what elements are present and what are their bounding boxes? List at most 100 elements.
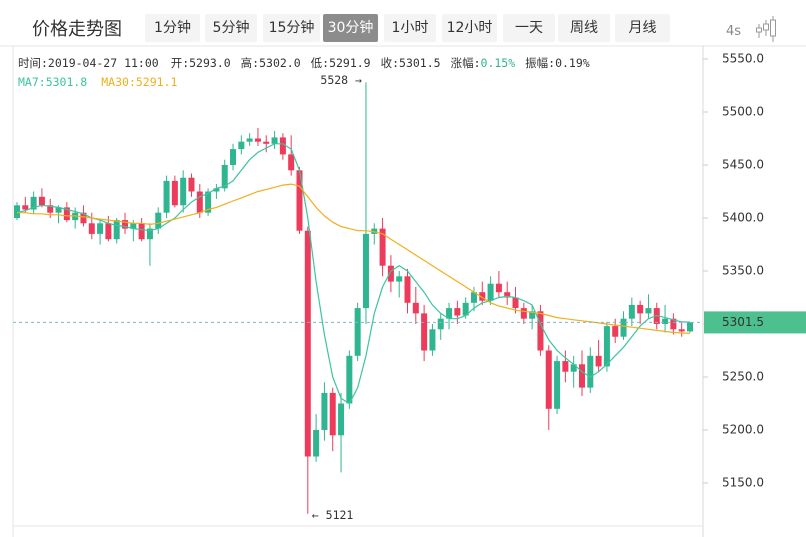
y-tick-label: 5200.0 [722, 423, 764, 437]
candle-body [180, 177, 187, 206]
candle-body [570, 364, 577, 372]
interval-button[interactable]: 一天 [503, 14, 555, 42]
candle-body [196, 191, 203, 213]
candle-body [155, 212, 162, 229]
interval-button[interactable]: 15分钟 [263, 14, 320, 42]
info-close: 收:5301.5 [381, 56, 441, 70]
candle-body [603, 326, 610, 367]
interval-button[interactable]: 12小时 [442, 14, 497, 42]
candle-body [529, 311, 536, 319]
candle-body [346, 355, 353, 404]
candle-body [304, 230, 311, 457]
candle-body [429, 329, 436, 351]
candle-body [412, 302, 419, 314]
candle-body [288, 154, 295, 171]
candle-body [554, 361, 561, 409]
candle-body [678, 329, 685, 332]
candle-body [479, 292, 486, 301]
candle-body [520, 308, 527, 319]
candle-body [88, 223, 95, 234]
icon-body [756, 27, 762, 33]
candle-body [595, 355, 602, 367]
candle-body [687, 322, 693, 332]
info-change: 0.15% [481, 56, 516, 70]
y-tick-label: 5400.0 [722, 211, 764, 225]
candle-body [446, 308, 453, 319]
candle-body [230, 149, 237, 165]
candle-body [454, 308, 461, 316]
candle-body [14, 205, 20, 218]
interval-button[interactable]: 1分钟 [145, 14, 200, 42]
interval-button[interactable]: 1小时 [384, 14, 436, 42]
y-tick-label: 5500.0 [722, 105, 764, 119]
candle-body [271, 137, 278, 144]
min-annotation: ← 5121 [312, 508, 354, 522]
candle-body [246, 138, 253, 142]
candle-body [47, 205, 54, 213]
candle-body [362, 233, 369, 309]
refresh-interval: 4s [726, 24, 742, 39]
icon-body [770, 19, 776, 37]
candle-body [462, 302, 469, 316]
candle-body [263, 141, 270, 144]
info-time: 时间:2019-04-27 11:00 [18, 56, 159, 70]
candle-body [254, 138, 261, 142]
info-amplitude: 振幅:0.19% [525, 56, 590, 70]
legend-entry: MA7:5301.8 [18, 75, 87, 89]
candle-body [63, 207, 70, 221]
candle-body [396, 276, 403, 282]
candle-body [130, 223, 137, 229]
chart-type-icon [756, 16, 776, 42]
candle-body [38, 196, 45, 206]
candle-body [238, 141, 245, 150]
interval-button[interactable]: 5分钟 [205, 14, 257, 42]
candle-body [321, 392, 328, 430]
candle-body [205, 191, 212, 213]
y-tick-label: 5450.0 [722, 158, 764, 172]
y-tick-label: 5350.0 [722, 264, 764, 278]
candle-body [338, 403, 345, 436]
candle-body [122, 220, 129, 229]
candle-body [487, 283, 494, 301]
max-annotation: 5528 → [320, 73, 362, 87]
candle-body [163, 180, 170, 213]
candle-body [670, 318, 677, 330]
candle-body [30, 196, 37, 210]
ma-line [16, 143, 691, 405]
ma-line [17, 183, 691, 334]
page-title: 价格走势图 [32, 19, 122, 40]
candle-body [437, 318, 444, 330]
candle-body [80, 212, 87, 224]
candle-body [279, 137, 286, 155]
y-tick-label: 5550.0 [722, 52, 764, 66]
candle-body [221, 165, 228, 189]
candle-body [562, 361, 569, 372]
candle-body [329, 392, 336, 436]
candle-body [379, 228, 386, 266]
candle-body [545, 350, 552, 409]
y-tick-label: 5150.0 [722, 476, 764, 490]
info-line: 时间:2019-04-27 11:00 开:5293.0 高:5302.0 低:529… [18, 56, 590, 70]
last-price-box [704, 311, 806, 334]
candle-body [97, 223, 104, 234]
candle-body [612, 326, 619, 337]
legend-entry: MA30:5291.1 [101, 75, 177, 89]
info-open: 开:5293.0 [171, 56, 231, 70]
interval-button[interactable]: 月线 [615, 14, 670, 42]
legend: MA7:5301.8 MA30:5291.1 [18, 75, 177, 89]
candle-body [620, 318, 627, 337]
candle-body [138, 223, 145, 240]
candle-body [55, 207, 62, 213]
interval-button[interactable]: 周线 [558, 14, 610, 42]
candle-body [421, 313, 428, 351]
candle-body [146, 228, 153, 240]
candle-body [188, 177, 195, 192]
interval-button[interactable]: 30分钟 [323, 14, 378, 42]
candle-body [512, 297, 519, 309]
candle-body [387, 265, 394, 282]
info-high: 高:5302.0 [241, 56, 301, 70]
y-tick-label: 5250.0 [722, 370, 764, 384]
candle-body [587, 355, 594, 388]
